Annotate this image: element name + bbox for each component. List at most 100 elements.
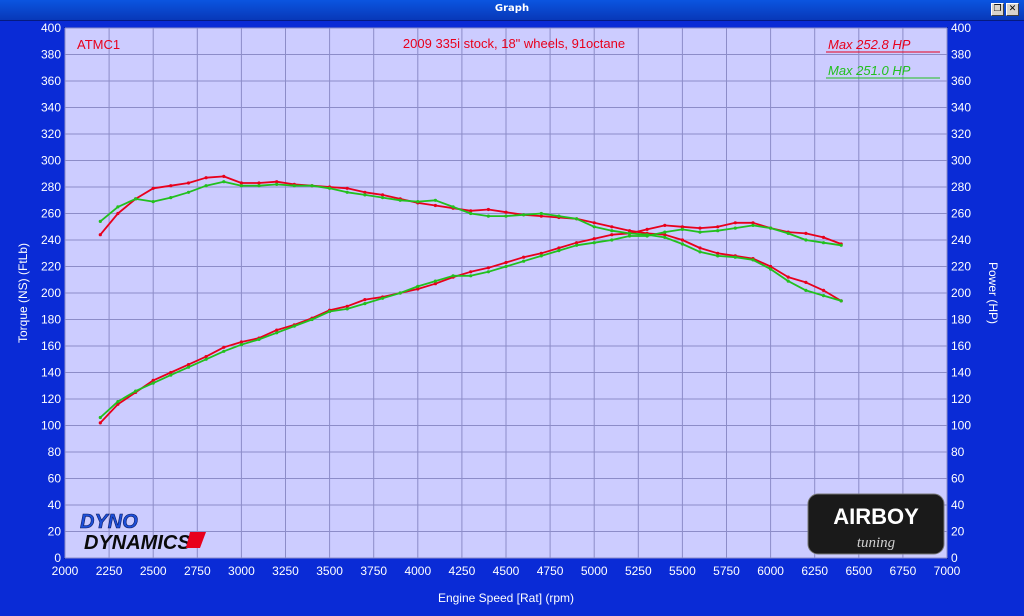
y-right-tick-label: 380 bbox=[951, 48, 971, 62]
series-point bbox=[257, 181, 261, 185]
x-tick-label: 7000 bbox=[934, 564, 961, 578]
y-left-tick-label: 100 bbox=[41, 419, 61, 433]
y-right-tick-label: 20 bbox=[951, 525, 965, 539]
legend-entry-green: Max 251.0 HP bbox=[828, 63, 911, 78]
series-point bbox=[592, 221, 596, 225]
series-point bbox=[433, 198, 437, 202]
series-point bbox=[645, 234, 649, 238]
series-point bbox=[575, 243, 579, 247]
y-right-tick-label: 340 bbox=[951, 101, 971, 115]
series-point bbox=[239, 181, 243, 185]
series-point bbox=[539, 211, 543, 216]
series-point bbox=[169, 370, 173, 375]
series-point bbox=[839, 299, 843, 303]
series-point bbox=[204, 176, 208, 180]
series-point bbox=[486, 207, 490, 212]
series-point bbox=[169, 184, 173, 188]
airboy-logo-box bbox=[807, 493, 945, 555]
x-tick-label: 2500 bbox=[140, 564, 167, 578]
restore-button[interactable]: ❐ bbox=[991, 3, 1004, 16]
series-point bbox=[698, 226, 702, 230]
x-tick-label: 6250 bbox=[801, 564, 828, 578]
y-left-tick-labels: 0 20 40 60 80 100 120 140 160 180 200 220 240 260 280 3… bbox=[41, 21, 61, 565]
x-tick-label: 4250 bbox=[449, 564, 476, 578]
series-point bbox=[328, 186, 332, 190]
series-point bbox=[627, 229, 632, 233]
series-point bbox=[751, 223, 755, 227]
series-point bbox=[433, 279, 437, 283]
series-point bbox=[275, 180, 279, 184]
series-point bbox=[345, 304, 349, 308]
series-point bbox=[239, 184, 243, 188]
grid bbox=[64, 27, 948, 559]
series-point bbox=[292, 324, 296, 328]
series-point bbox=[751, 221, 755, 225]
series-point bbox=[204, 355, 208, 359]
series-point bbox=[222, 349, 226, 353]
series-point bbox=[134, 389, 138, 393]
series-point bbox=[663, 223, 667, 227]
series-point bbox=[222, 174, 226, 178]
series-point bbox=[469, 274, 473, 278]
series-point bbox=[416, 200, 420, 204]
series-point bbox=[698, 230, 702, 234]
series-point bbox=[469, 211, 473, 216]
y-left-tick-label: 240 bbox=[41, 233, 61, 247]
x-tick-label: 4750 bbox=[537, 564, 564, 578]
y-right-tick-label: 300 bbox=[951, 154, 971, 168]
series-point bbox=[310, 317, 314, 322]
series-point bbox=[698, 246, 702, 250]
series-group bbox=[98, 174, 843, 425]
series-point bbox=[151, 378, 155, 382]
series-point bbox=[363, 193, 367, 197]
x-tick-label: 2250 bbox=[96, 564, 123, 578]
y-left-tick-label: 260 bbox=[41, 207, 61, 221]
series-point bbox=[222, 345, 226, 349]
y-left-tick-label: 140 bbox=[41, 366, 61, 380]
series-point bbox=[98, 233, 102, 237]
y-right-tick-label: 0 bbox=[951, 551, 958, 565]
series-point bbox=[151, 200, 155, 204]
series-point bbox=[433, 203, 437, 208]
series-point bbox=[804, 238, 808, 242]
airboy-logo-line2: tuning bbox=[857, 535, 896, 551]
series-point bbox=[786, 279, 790, 283]
series-point bbox=[716, 229, 720, 233]
series-point bbox=[716, 251, 720, 255]
y-left-tick-label: 160 bbox=[41, 339, 61, 353]
y-right-tick-label: 200 bbox=[951, 286, 971, 300]
series-point bbox=[469, 209, 473, 213]
series-point bbox=[592, 241, 596, 245]
series-point bbox=[345, 307, 349, 311]
y-left-tick-label: 20 bbox=[48, 525, 62, 539]
series-point bbox=[504, 214, 508, 218]
series-point bbox=[469, 270, 473, 274]
close-button[interactable]: ✕ bbox=[1006, 3, 1019, 16]
series-point bbox=[239, 343, 243, 347]
series-point bbox=[645, 227, 649, 231]
series-point bbox=[522, 213, 526, 217]
y-left-tick-label: 40 bbox=[48, 498, 62, 512]
x-tick-label: 2750 bbox=[184, 564, 211, 578]
dyno-logo-line2: DYNAMICS bbox=[84, 532, 191, 554]
y-left-tick-label: 180 bbox=[41, 313, 61, 327]
series-point bbox=[504, 264, 508, 269]
y-right-tick-label: 320 bbox=[951, 127, 971, 141]
series-point bbox=[275, 331, 279, 335]
dyno-dynamics-logo: DYNO DYNAMICS bbox=[80, 511, 206, 554]
series-point bbox=[733, 255, 737, 259]
series-point bbox=[786, 275, 790, 279]
y-right-tick-label: 40 bbox=[951, 498, 965, 512]
run-label: ATMC1 bbox=[77, 37, 120, 52]
series-point bbox=[451, 274, 455, 278]
y-left-tick-label: 120 bbox=[41, 392, 61, 406]
series-point bbox=[380, 196, 385, 200]
x-tick-label: 6500 bbox=[845, 564, 872, 578]
series-point bbox=[804, 280, 808, 284]
title-bar[interactable]: Graph ❐ ✕ bbox=[0, 0, 1024, 21]
y-left-tick-label: 380 bbox=[41, 48, 61, 62]
y-right-tick-label: 240 bbox=[951, 233, 971, 247]
window-title: Graph bbox=[494, 3, 530, 14]
